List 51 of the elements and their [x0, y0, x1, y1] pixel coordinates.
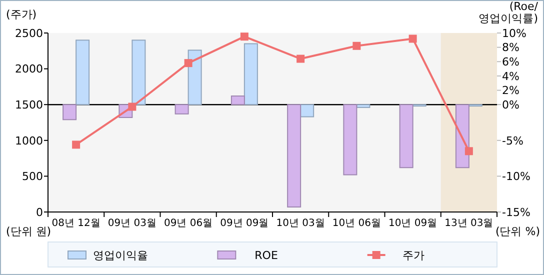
- point: [408, 34, 417, 43]
- bar: [132, 40, 146, 106]
- point: [72, 140, 80, 149]
- bar: [356, 104, 370, 108]
- x-tick-label: 13년 03월: [444, 218, 494, 229]
- y2-tick-label: -10%: [502, 170, 530, 184]
- x-tick-label: 09년 06월: [164, 218, 213, 229]
- y-axis-title: (주가): [6, 8, 37, 21]
- y-tick-label: 1000: [15, 134, 43, 148]
- y2-tick-label: 4%: [502, 70, 520, 83]
- point: [464, 147, 473, 156]
- point: [184, 59, 192, 68]
- legend-label: ROE: [254, 249, 278, 262]
- point: [296, 54, 305, 63]
- y2-tick-label: -15%: [502, 206, 530, 219]
- bar: [455, 104, 470, 168]
- x-tick-label: 10년 09월: [388, 218, 438, 229]
- x-tick-label: 09년 03월: [108, 218, 157, 229]
- y-tick-label: 1500: [15, 98, 43, 112]
- legend-label: 영업이익율: [93, 249, 148, 262]
- y-tick-label: 500: [22, 170, 43, 184]
- bar: [399, 104, 414, 168]
- y2-tick-label: 6%: [502, 55, 520, 68]
- x-tick-label: 10년 06월: [332, 218, 382, 229]
- x-tick-label: 10년 03월: [276, 218, 325, 229]
- legend-label: 주가: [402, 249, 424, 262]
- y2-tick-label: 0%: [502, 98, 520, 112]
- point: [352, 42, 361, 50]
- bar: [174, 104, 189, 114]
- bar: [188, 50, 202, 106]
- x-tick-label: 08년 12월: [52, 218, 100, 229]
- x-tick-label: 09년 09월: [220, 218, 269, 229]
- bar: [343, 104, 358, 176]
- bar: [76, 40, 90, 106]
- bar: [62, 104, 77, 120]
- y-tick-label: 2500: [15, 26, 43, 40]
- point: [240, 32, 248, 41]
- y-tick-label: 2000: [15, 62, 43, 76]
- y2-tick-label: 8%: [502, 41, 520, 54]
- y-tick-label: 0: [36, 206, 43, 219]
- y2-axis-title: (Roe/ 영업이익률): [478, 0, 538, 25]
- y2-tick-label: 2%: [502, 84, 520, 98]
- y2-tick-label: -5%: [502, 134, 524, 148]
- y2-tick-label: 10%: [502, 26, 526, 40]
- bar: [287, 104, 302, 208]
- text: (단위 원): [6, 225, 52, 238]
- point: [128, 102, 136, 111]
- bar: [230, 96, 245, 106]
- bar: [300, 104, 314, 118]
- bar: [244, 43, 258, 106]
- text: (단위 %): [495, 225, 540, 238]
